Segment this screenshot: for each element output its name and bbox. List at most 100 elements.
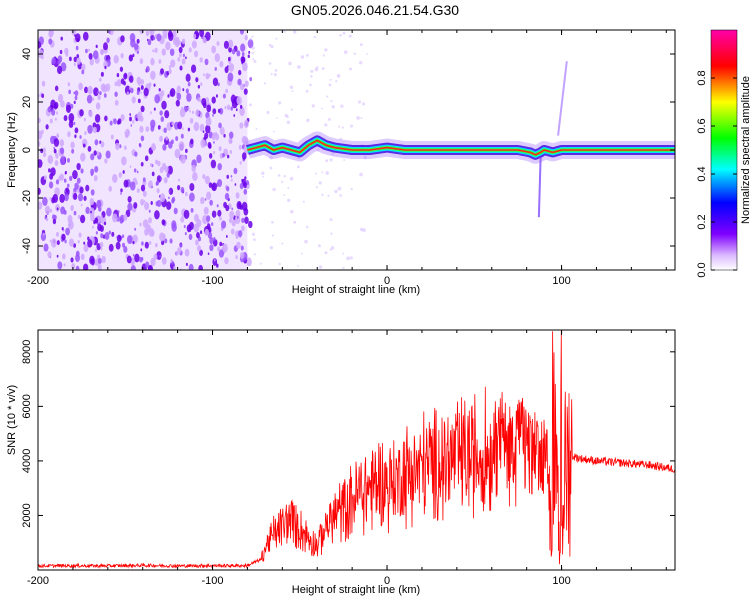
noise-blob xyxy=(219,60,224,68)
noise-blob xyxy=(87,124,93,134)
noise-blob xyxy=(214,133,220,141)
noise-speck xyxy=(349,67,353,71)
noise-blob xyxy=(182,88,185,92)
noise-blob xyxy=(94,258,100,266)
noise-speck xyxy=(350,187,353,191)
noise-blob xyxy=(126,255,132,264)
noise-blob xyxy=(135,181,138,185)
noise-blob xyxy=(139,222,142,227)
noise-speck xyxy=(268,62,272,65)
noise-blob xyxy=(120,52,124,59)
noise-blob xyxy=(140,105,145,113)
noise-blob xyxy=(62,158,65,163)
noise-blob xyxy=(138,81,141,86)
noise-blob xyxy=(191,110,195,115)
noise-blob xyxy=(215,94,218,98)
noise-blob xyxy=(226,174,229,179)
noise-blob xyxy=(52,218,57,225)
noise-blob xyxy=(81,69,85,75)
noise-blob xyxy=(49,197,52,201)
noise-speck xyxy=(359,227,364,232)
noise-blob xyxy=(155,181,159,186)
noise-speck xyxy=(283,30,286,33)
snr-xtick-label: -200 xyxy=(27,575,49,587)
noise-blob xyxy=(168,196,170,200)
noise-blob xyxy=(145,66,150,73)
noise-blob xyxy=(103,42,108,51)
noise-speck xyxy=(310,75,313,78)
noise-blob xyxy=(64,47,69,55)
noise-blob xyxy=(214,258,216,262)
noise-blob xyxy=(209,237,214,245)
noise-speck xyxy=(331,105,335,109)
colorbar-gradient xyxy=(710,29,738,271)
noise-speck xyxy=(262,175,265,178)
noise-blob xyxy=(239,30,244,35)
noise-speck xyxy=(339,33,342,37)
noise-blob xyxy=(134,253,140,263)
noise-blob xyxy=(199,30,205,38)
noise-blob xyxy=(73,192,78,200)
noise-blob xyxy=(196,154,202,164)
noise-blob xyxy=(229,210,235,220)
snr-xtick-label: -100 xyxy=(202,575,224,587)
noise-blob xyxy=(126,91,130,96)
noise-blob xyxy=(224,66,229,74)
noise-blob xyxy=(159,135,163,142)
noise-speck xyxy=(324,48,328,52)
noise-blob xyxy=(199,230,203,235)
noise-blob xyxy=(153,107,156,111)
noise-blob xyxy=(84,86,89,94)
noise-blob xyxy=(87,85,93,95)
noise-blob xyxy=(209,244,214,252)
noise-blob xyxy=(60,100,65,108)
noise-blob xyxy=(115,241,121,250)
colorbar-tick-label: 0.8 xyxy=(696,70,708,85)
noise-blob xyxy=(182,127,184,131)
noise-blob xyxy=(172,30,177,38)
noise-blob xyxy=(163,127,167,134)
noise-speck xyxy=(321,193,324,197)
noise-blob xyxy=(240,43,246,52)
spectrogram-ridge xyxy=(245,61,675,218)
noise-blob xyxy=(248,50,251,54)
noise-blob xyxy=(119,217,124,224)
noise-blob xyxy=(143,87,149,97)
noise-speck xyxy=(337,186,342,191)
noise-blob xyxy=(207,231,213,239)
noise-speck xyxy=(358,100,362,104)
noise-blob xyxy=(117,120,120,125)
noise-blob xyxy=(75,265,80,270)
noise-blob xyxy=(202,36,207,44)
noise-blob xyxy=(160,90,165,97)
snr-ytick-label: 4000 xyxy=(21,449,33,473)
noise-blob xyxy=(122,170,125,174)
noise-blob xyxy=(161,100,167,110)
noise-blob xyxy=(144,201,150,211)
noise-blob xyxy=(161,257,167,265)
noise-blob xyxy=(67,157,70,163)
noise-blob xyxy=(195,109,200,117)
noise-blob xyxy=(75,45,79,51)
noise-blob xyxy=(140,135,145,142)
noise-speck xyxy=(277,174,281,177)
snr-ytick-label: 8000 xyxy=(21,340,33,364)
noise-blob xyxy=(67,82,71,87)
noise-blob xyxy=(247,54,250,59)
noise-blob xyxy=(181,38,186,45)
noise-blob xyxy=(196,219,202,228)
noise-blob xyxy=(202,102,207,109)
noise-speck xyxy=(341,126,344,129)
noise-blob xyxy=(114,99,119,106)
noise-blob xyxy=(59,193,65,203)
noise-blob xyxy=(237,78,242,86)
noise-blob xyxy=(242,62,248,72)
noise-blob xyxy=(142,190,147,197)
noise-blob xyxy=(239,182,244,190)
noise-blob xyxy=(190,64,197,74)
noise-speck xyxy=(246,184,249,187)
noise-blob xyxy=(178,46,183,54)
noise-speck xyxy=(348,34,352,38)
noise-blob xyxy=(243,207,249,216)
noise-blob xyxy=(38,201,43,210)
